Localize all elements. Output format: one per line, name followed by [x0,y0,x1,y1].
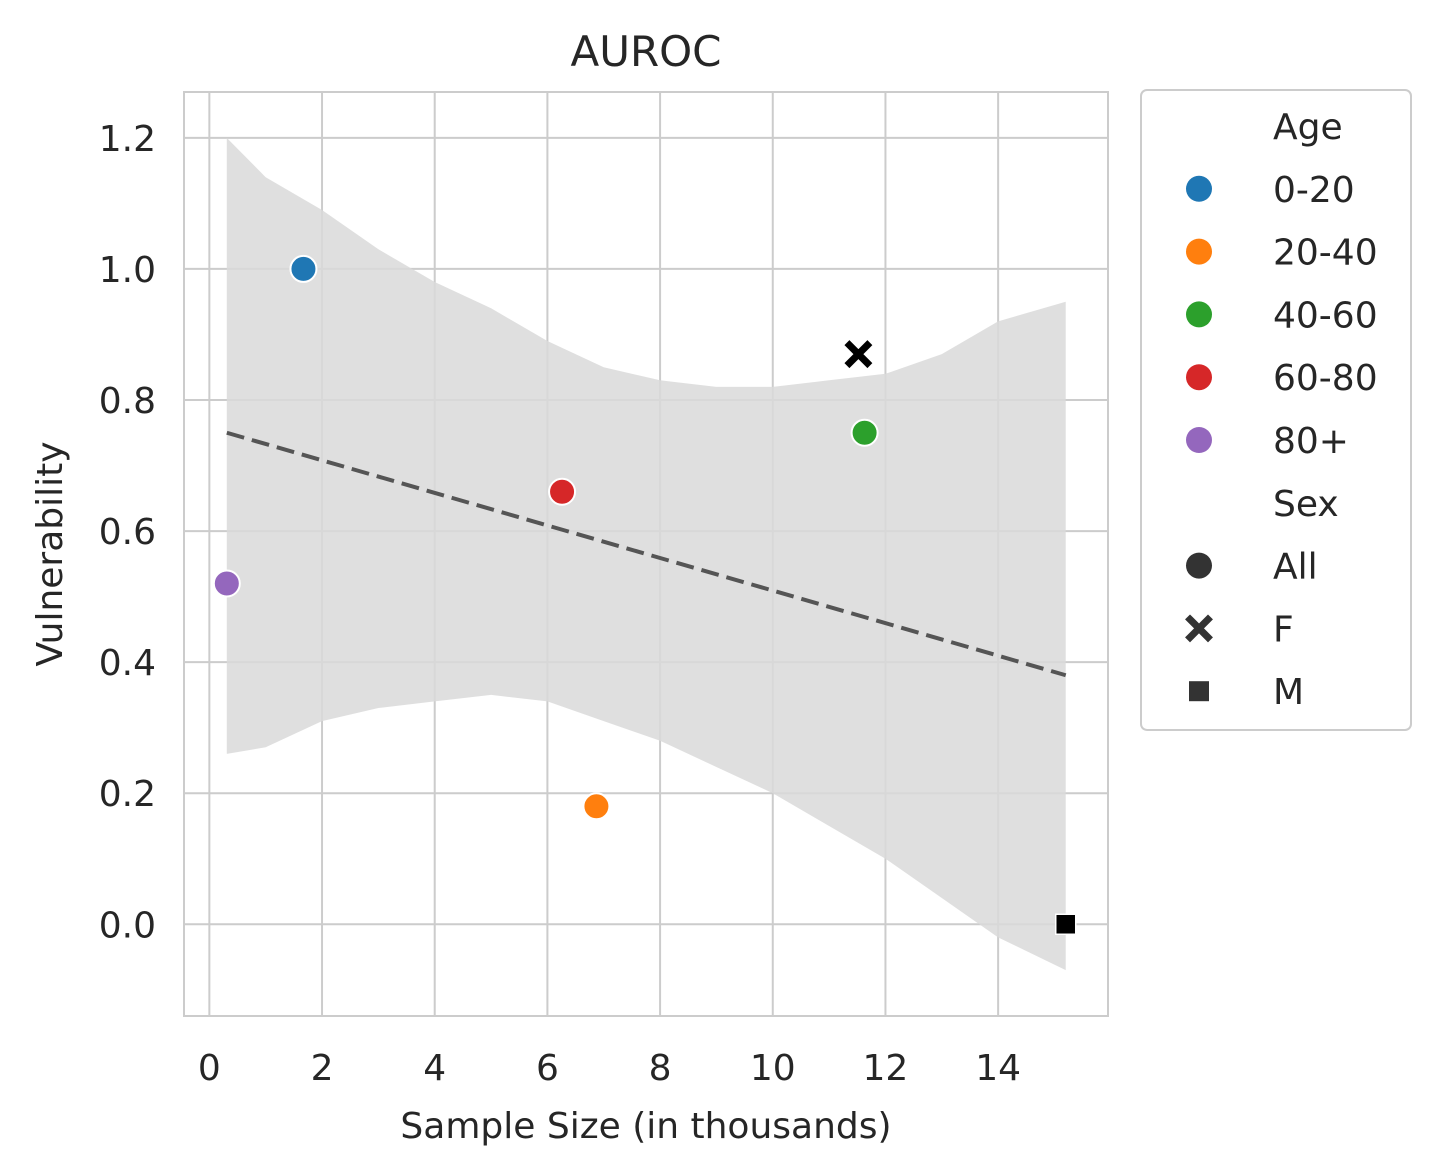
x-tick-labels: 0 2 4 6 8 10 12 14 [198,1048,1021,1089]
x-tick-label: 14 [975,1048,1021,1089]
legend: Age 0-20 20-40 40-60 60-80 80+ Sex All FM [1140,89,1412,731]
legend-marker-circle [1186,175,1212,202]
data-point [212,569,241,598]
legend-marker-circle [1186,301,1212,328]
legend-item-label: 40-60 [1273,295,1378,336]
y-tick-label: 1.0 [99,250,156,291]
legend-section-title: Age [1273,107,1343,148]
data-point [844,340,873,369]
confidence-band-group [226,137,1066,971]
x-tick-label: 0 [198,1048,221,1089]
confidence-band [226,137,1066,971]
legend-marker-circle [1186,238,1212,265]
data-points [212,254,1077,936]
y-tick-label: 0.2 [99,774,156,815]
x-axis-label: Sample Size (in thousands) [400,1106,891,1147]
y-tick-labels: 0.0 0.2 0.4 0.6 0.8 1.0 1.2 [99,119,156,946]
regression-line [226,430,1067,678]
x-tick-label: 8 [649,1048,672,1089]
x-tick-label: 10 [750,1048,796,1089]
data-point [582,792,611,821]
legend-marker-square [1189,681,1209,702]
y-axis-label: Vulnerability [30,441,71,666]
data-point [548,477,577,506]
regression-line-group [226,430,1067,678]
x-tick-label: 6 [536,1048,559,1089]
x-tick-label: 12 [863,1048,909,1089]
legend-marker-circle [1186,552,1212,579]
y-tick-label: 0.8 [99,381,156,422]
legend-item-label: 60-80 [1273,358,1378,399]
legend-item-label: F [1273,609,1294,650]
legend-item-label: 0-20 [1273,170,1355,211]
legend-marker-circle [1186,427,1212,453]
legend-marker-circle [1186,364,1212,391]
plot-frame [183,91,1109,1017]
y-tick-label: 0.6 [99,512,156,553]
x-tick-label: 4 [423,1048,446,1089]
data-point [289,254,318,283]
legend-marker-x [1185,614,1213,643]
legend-section-title: Sex [1273,484,1339,525]
legend-item-label: M [1273,672,1304,713]
chart-title: AUROC [570,27,721,76]
data-point [1054,913,1077,936]
y-tick-label: 1.2 [99,119,156,160]
legend-item-label: 80+ [1273,421,1349,462]
y-tick-label: 0.4 [99,643,156,684]
x-tick-label: 2 [311,1048,334,1089]
legend-item-label: 20-40 [1273,233,1378,274]
data-point [850,418,879,447]
y-tick-label: 0.0 [99,905,156,946]
legend-item-label: All [1273,547,1318,588]
